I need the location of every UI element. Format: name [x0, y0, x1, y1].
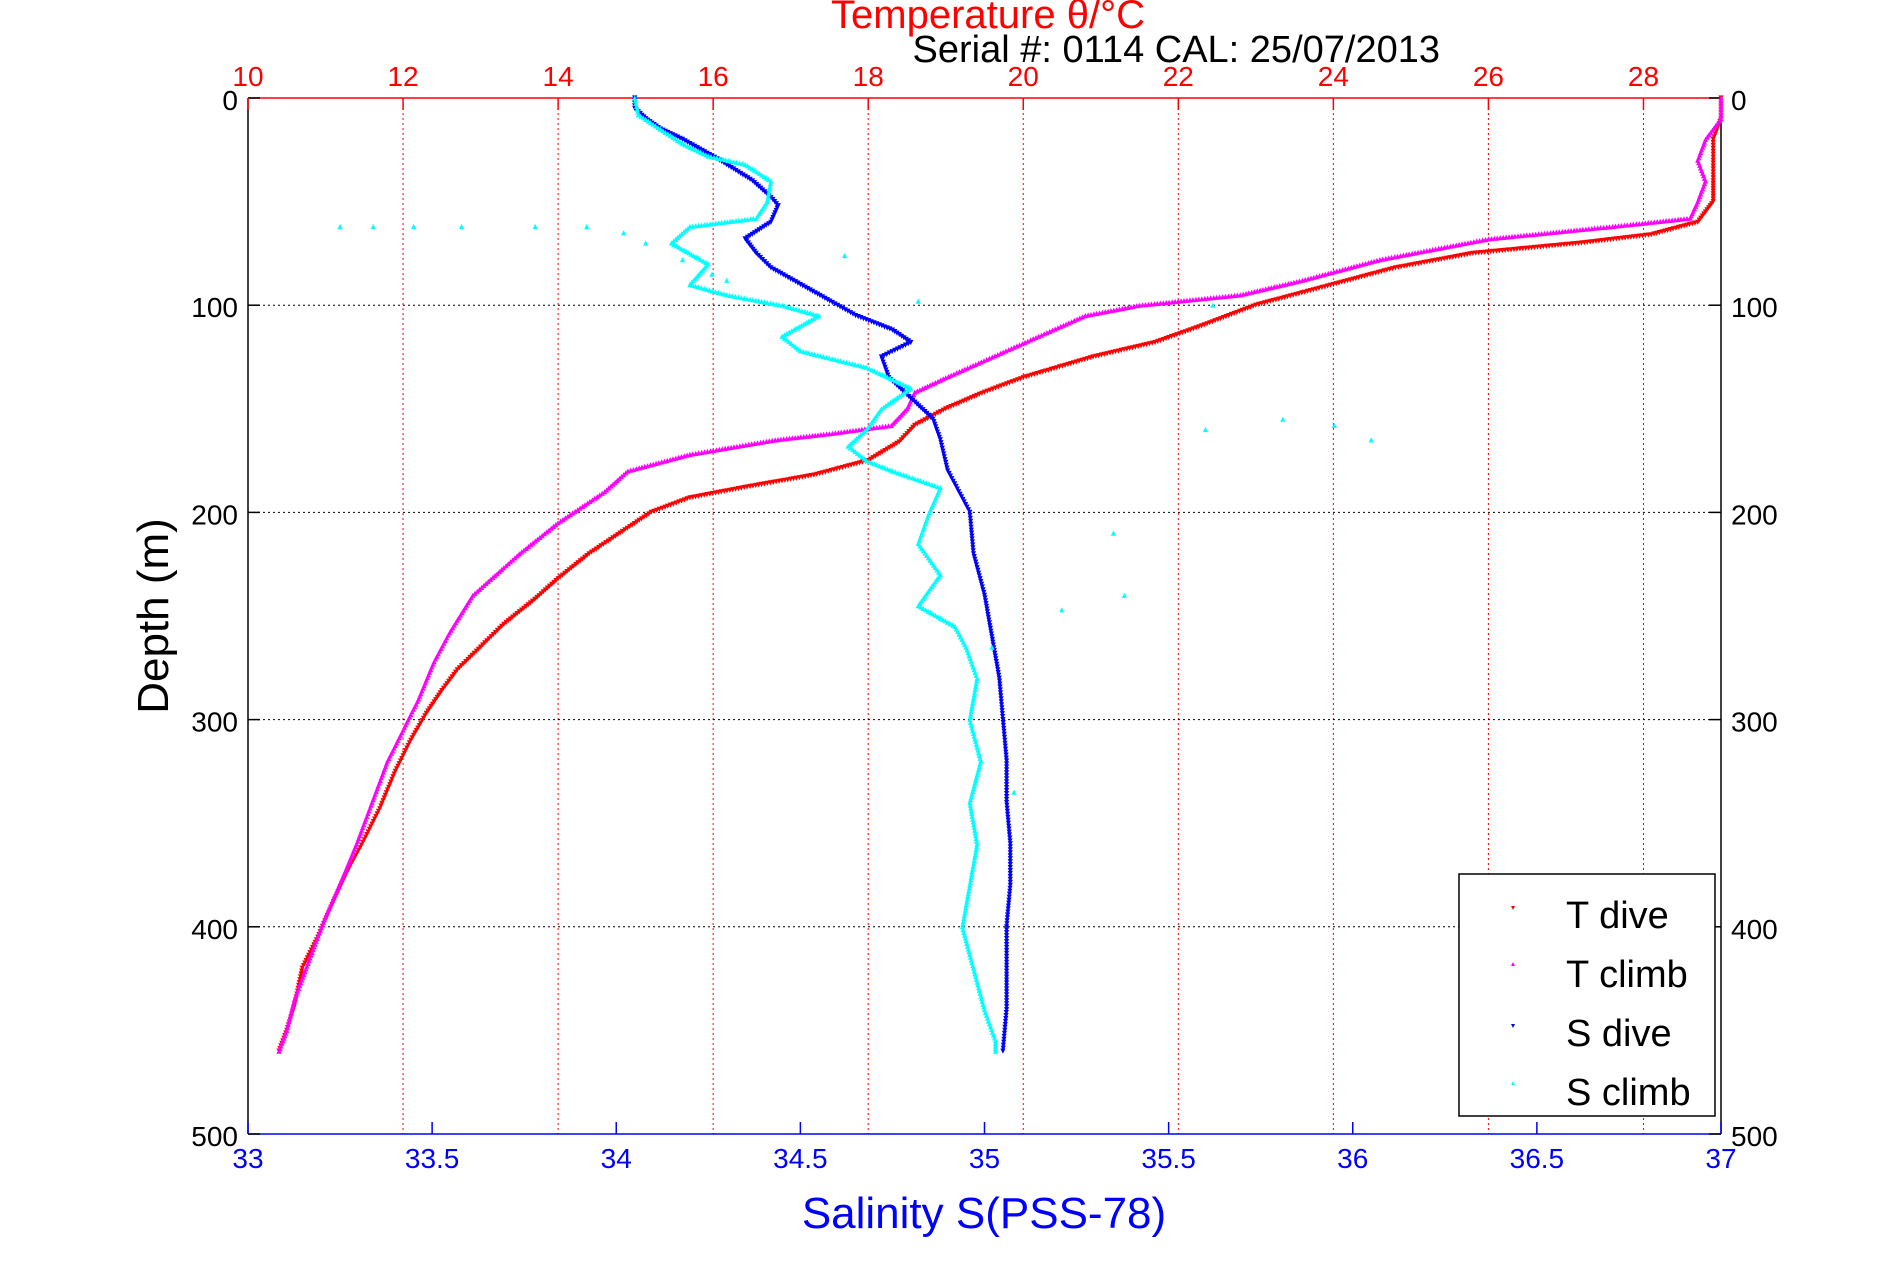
- legend-marker-t-climb: [1511, 962, 1515, 966]
- salinity-tick-label: 34.5: [773, 1143, 828, 1174]
- legend-marker-t-dive: [1511, 906, 1515, 910]
- salinity-tick-label: 36.5: [1510, 1143, 1565, 1174]
- legend-marker-s-dive: [1511, 1024, 1515, 1028]
- salinity-tick-label: 35.5: [1141, 1143, 1196, 1174]
- legend-box: [1458, 873, 1716, 1117]
- depth-tick-label-right: 200: [1731, 499, 1778, 530]
- salinity-tick-label: 33: [232, 1143, 263, 1174]
- temperature-tick-label: 22: [1163, 61, 1194, 92]
- legend-entry-t-climb: T climb: [1511, 954, 1688, 996]
- temperature-tick-label: 16: [698, 61, 729, 92]
- legend-label-t-dive: T dive: [1566, 895, 1669, 937]
- legend-label-s-climb: S climb: [1566, 1072, 1691, 1114]
- salinity-tick-label: 36: [1337, 1143, 1368, 1174]
- temperature-tick-label: 10: [232, 61, 263, 92]
- depth-tick-label-left: 400: [191, 914, 238, 945]
- temperature-tick-label: 24: [1318, 61, 1349, 92]
- chart-subtitle: Serial #: 0114 CAL: 25/07/2013: [913, 29, 1440, 71]
- x-axis-label-salinity: Salinity S(PSS-78): [802, 1189, 1166, 1238]
- legend-entry-t-dive: T dive: [1511, 895, 1669, 937]
- legend-entry-s-climb: S climb: [1511, 1072, 1691, 1114]
- depth-tick-label-left: 0: [222, 85, 238, 116]
- depth-tick-label-right: 500: [1731, 1121, 1778, 1152]
- temperature-tick-label: 20: [1008, 61, 1039, 92]
- salinity-tick-label: 33.5: [405, 1143, 460, 1174]
- temperature-tick-label: 12: [387, 61, 418, 92]
- temperature-tick-label: 28: [1628, 61, 1659, 92]
- legend-label-s-dive: S dive: [1566, 1013, 1672, 1055]
- salinity-tick-label: 34: [601, 1143, 632, 1174]
- legend-entry-s-dive: S dive: [1511, 1013, 1672, 1055]
- legend-label-t-climb: T climb: [1566, 954, 1688, 996]
- temperature-tick-label: 14: [543, 61, 574, 92]
- salinity-tick-label: 35: [969, 1143, 1000, 1174]
- y-axis-label: Depth (m): [129, 518, 178, 714]
- legend-marker-s-climb: [1511, 1081, 1515, 1085]
- depth-tick-label-left: 200: [191, 499, 238, 530]
- depth-tick-label-left: 300: [191, 707, 238, 738]
- legend: T dive T climb S dive S climb: [1458, 873, 1716, 1117]
- depth-tick-label-left: 100: [191, 292, 238, 323]
- plot-area: 0 0 100 100 200 200 300 300 400 400 500 500 10 12 14 16…: [191, 61, 1777, 1174]
- depth-tick-label-right: 300: [1731, 707, 1778, 738]
- salinity-tick-label: 37: [1705, 1143, 1736, 1174]
- depth-tick-label-right: 100: [1731, 292, 1778, 323]
- chart-title: Temperature θ/°C: [831, 0, 1145, 37]
- temperature-tick-label: 26: [1473, 61, 1504, 92]
- depth-tick-label-right: 400: [1731, 914, 1778, 945]
- temperature-tick-label: 18: [853, 61, 884, 92]
- depth-tick-label-right: 0: [1731, 85, 1747, 116]
- depth-tick-label-left: 500: [191, 1121, 238, 1152]
